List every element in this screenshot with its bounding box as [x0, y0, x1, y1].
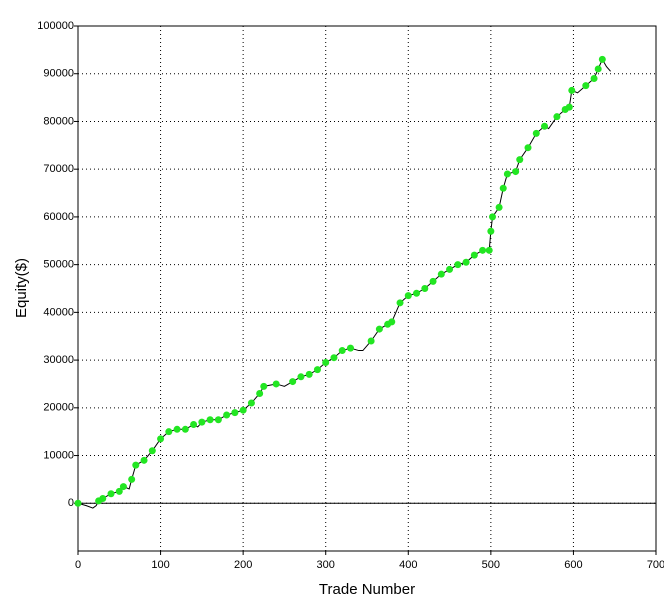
equity-high-marker — [565, 103, 573, 111]
equity-high-marker — [598, 55, 606, 63]
equity-high-marker — [99, 495, 107, 502]
equity-high-marker — [140, 456, 148, 464]
equity-high-marker — [462, 258, 470, 266]
y-tick-label: 100000 — [37, 20, 74, 32]
equity-high-marker — [239, 406, 247, 414]
equity-high-marker — [198, 418, 206, 426]
equity-high-marker — [479, 246, 487, 254]
x-tick-label: 400 — [399, 559, 417, 571]
y-tick-label: 90000 — [43, 68, 74, 80]
y-tick-label: 30000 — [43, 354, 74, 366]
equity-high-marker — [512, 168, 520, 176]
equity-high-marker — [74, 499, 82, 507]
equity-high-marker — [223, 411, 231, 419]
equity-high-marker — [541, 122, 549, 130]
equity-high-marker — [367, 337, 375, 345]
equity-high-marker — [338, 347, 346, 355]
equity-high-marker — [568, 86, 576, 94]
equity-high-marker — [396, 299, 404, 307]
equity-high-marker — [231, 409, 239, 417]
equity-high-marker — [289, 378, 297, 386]
equity-high-marker — [454, 261, 462, 269]
equity-high-marker — [119, 483, 127, 491]
equity-high-marker — [495, 203, 503, 211]
equity-high-marker — [330, 354, 338, 362]
y-tick-label: 10000 — [43, 449, 74, 461]
equity-high-marker — [165, 428, 173, 436]
equity-high-marker — [313, 366, 321, 374]
equity-high-marker — [297, 373, 305, 381]
x-tick-label: 600 — [564, 559, 582, 571]
equity-high-marker — [260, 382, 268, 390]
equity-high-marker — [446, 265, 454, 273]
equity-high-marker — [115, 487, 123, 495]
equity-high-marker — [128, 475, 136, 483]
equity-high-marker — [421, 285, 429, 292]
equity-high-marker — [499, 184, 507, 192]
equity-high-marker — [524, 144, 532, 152]
plot-area — [77, 25, 657, 552]
equity-high-marker — [485, 246, 493, 254]
equity-high-marker — [132, 461, 140, 469]
y-tick-label: 40000 — [43, 306, 74, 318]
equity-high-marker — [148, 447, 156, 455]
equity-high-marker — [305, 370, 313, 378]
equity-high-marker — [413, 289, 421, 297]
x-tick-label: 100 — [151, 559, 169, 571]
y-tick-label: 20000 — [43, 402, 74, 414]
equity-high-marker — [272, 380, 280, 388]
x-tick-label: 0 — [75, 559, 81, 571]
equity-high-marker — [594, 65, 602, 73]
equity-high-marker — [582, 82, 590, 90]
y-tick-label: 80000 — [43, 115, 74, 127]
equity-high-marker — [404, 292, 412, 300]
equity-high-marker — [181, 425, 189, 433]
equity-high-marker — [487, 227, 495, 235]
equity-high-marker — [553, 113, 561, 121]
equity-high-marker — [429, 277, 437, 285]
y-tick-label: 60000 — [43, 211, 74, 223]
equity-high-marker — [346, 344, 354, 352]
equity-high-marker — [190, 421, 198, 429]
equity-high-marker — [375, 325, 383, 333]
equity-high-marker — [503, 170, 511, 178]
equity-high-marker — [590, 75, 598, 82]
equity-high-marker — [173, 425, 181, 433]
y-tick-label: 0 — [68, 497, 74, 509]
x-tick-label: 300 — [317, 559, 335, 571]
x-axis-title: Trade Number — [319, 581, 415, 598]
equity-high-marker — [206, 416, 214, 424]
equity-high-marker — [489, 213, 497, 221]
equity-high-marker — [256, 390, 264, 397]
equity-high-marker — [388, 318, 396, 326]
equity-high-marker — [470, 251, 478, 259]
x-tick-label: 200 — [234, 559, 252, 571]
x-tick-label: 500 — [482, 559, 500, 571]
equity-high-marker — [516, 156, 524, 164]
equity-high-marker — [247, 399, 255, 407]
equity-high-marker — [437, 270, 445, 278]
equity-high-marker — [157, 435, 165, 443]
y-axis-title: Equity($) — [13, 258, 30, 318]
equity-high-marker — [107, 490, 115, 498]
x-tick-label: 700 — [647, 559, 664, 571]
equity-high-marker — [532, 129, 540, 137]
equity-high-marker — [214, 416, 222, 424]
y-tick-label: 70000 — [43, 163, 74, 175]
y-tick-label: 50000 — [43, 259, 74, 271]
equity-high-marker — [322, 358, 330, 366]
